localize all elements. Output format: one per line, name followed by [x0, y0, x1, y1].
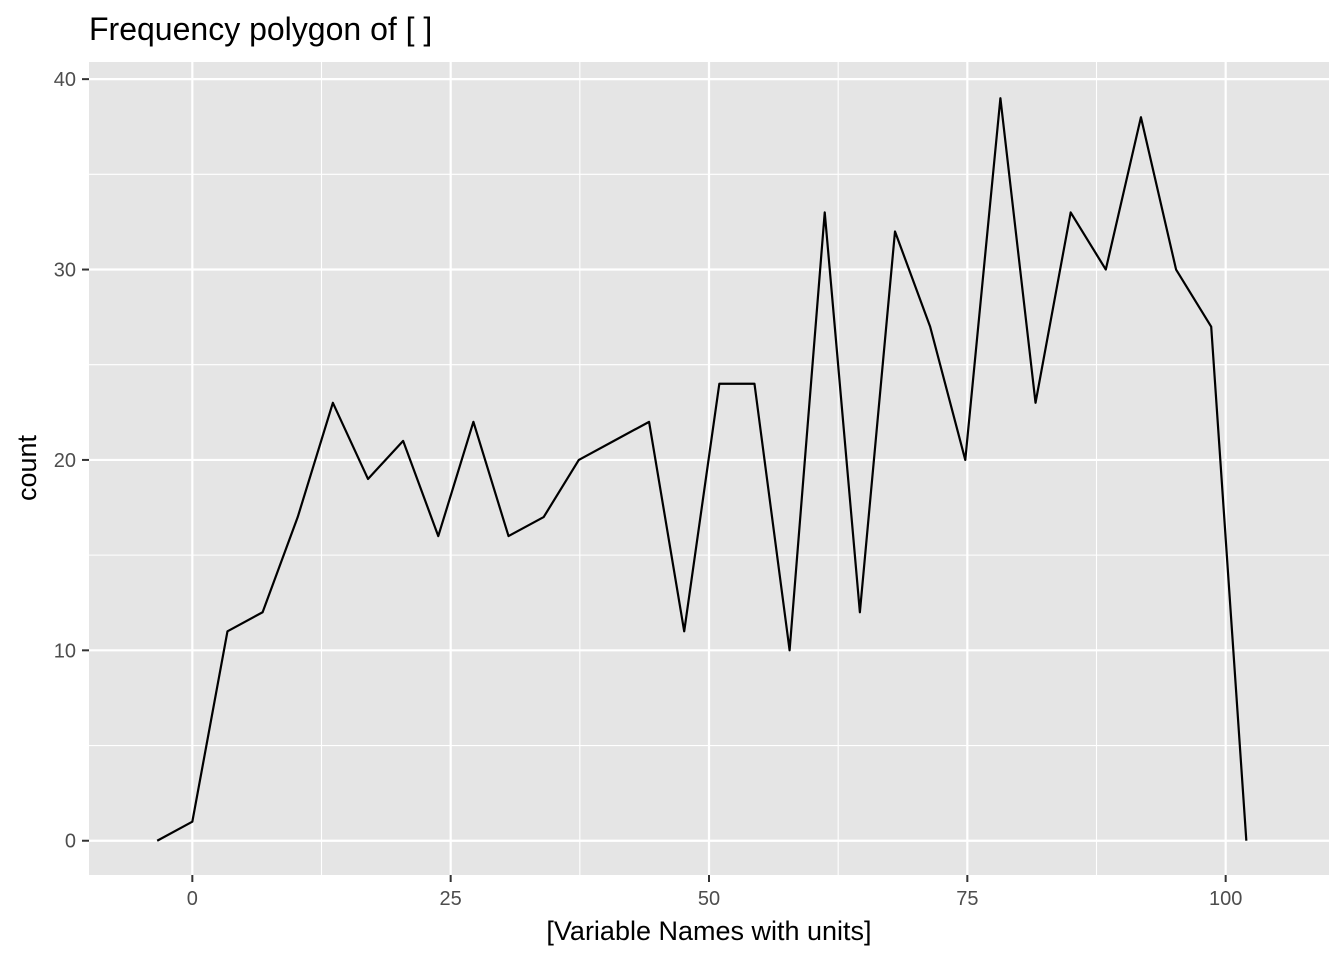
series-line	[156, 97, 1248, 842]
x-tick-label: 0	[187, 888, 198, 910]
x-tick-label: 50	[698, 888, 720, 910]
x-tick-label: 100	[1209, 888, 1242, 910]
y-tick-label: 0	[65, 831, 76, 853]
chart-title: Frequency polygon of [ ]	[89, 11, 432, 47]
y-axis: 0 10 20 30 40	[54, 69, 89, 853]
y-tick-label: 40	[54, 69, 76, 91]
x-axis-title: [Variable Names with units]	[546, 916, 871, 946]
x-axis: 0 25 50 75 100	[187, 875, 1242, 910]
x-tick-label: 75	[956, 888, 978, 910]
y-axis-title: count	[12, 434, 42, 501]
y-tick-label: 20	[54, 450, 76, 472]
series-layer	[156, 97, 1248, 842]
x-tick-label: 25	[440, 888, 462, 910]
y-tick-label: 30	[54, 260, 76, 282]
major-gridlines	[89, 62, 1329, 875]
y-tick-label: 10	[54, 640, 76, 662]
